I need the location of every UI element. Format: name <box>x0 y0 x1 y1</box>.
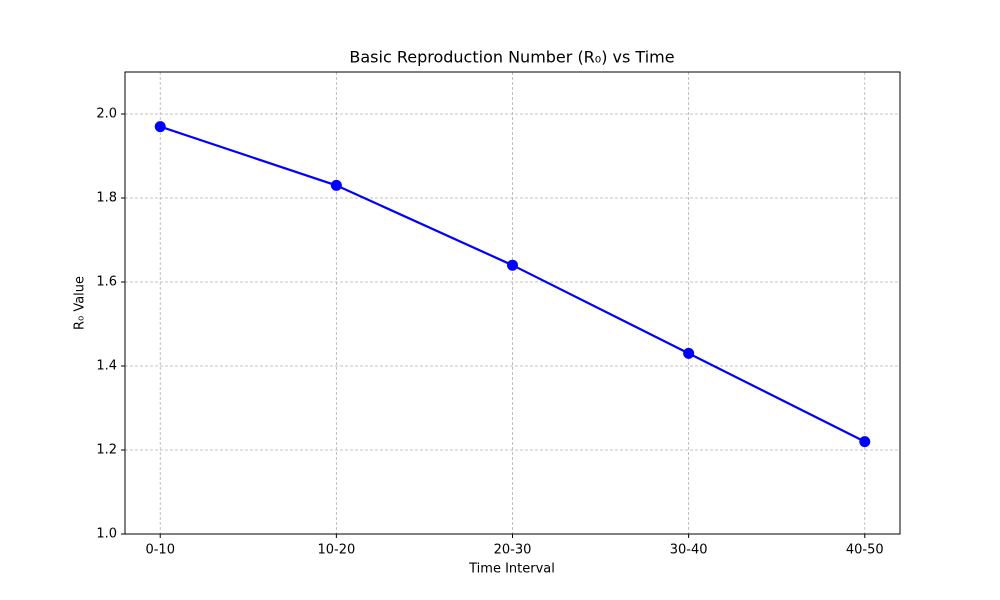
x-tick-label: 20-30 <box>494 543 532 558</box>
chart-title: Basic Reproduction Number (R₀) vs Time <box>349 48 674 67</box>
data-point <box>683 347 695 359</box>
x-tick-label: 10-20 <box>317 543 355 558</box>
x-tick-label: 0-10 <box>145 543 175 558</box>
x-tick-label: 30-40 <box>670 543 708 558</box>
data-point <box>330 179 342 191</box>
y-tick-label: 1.4 <box>96 359 117 374</box>
y-tick-label: 1.0 <box>96 527 117 542</box>
y-tick-label: 1.8 <box>96 191 117 206</box>
data-point <box>507 259 518 271</box>
data-point <box>154 121 166 133</box>
y-tick-label: 1.2 <box>96 443 117 458</box>
x-tick-label: 40-50 <box>846 543 884 558</box>
x-axis-label: Time Interval <box>468 562 555 577</box>
y-axis-label: R₀ Value <box>73 276 88 330</box>
data-point <box>859 436 871 448</box>
plot-frame <box>124 71 901 535</box>
y-tick-label: 1.6 <box>96 275 117 290</box>
y-tick-label: 2.0 <box>96 107 117 122</box>
